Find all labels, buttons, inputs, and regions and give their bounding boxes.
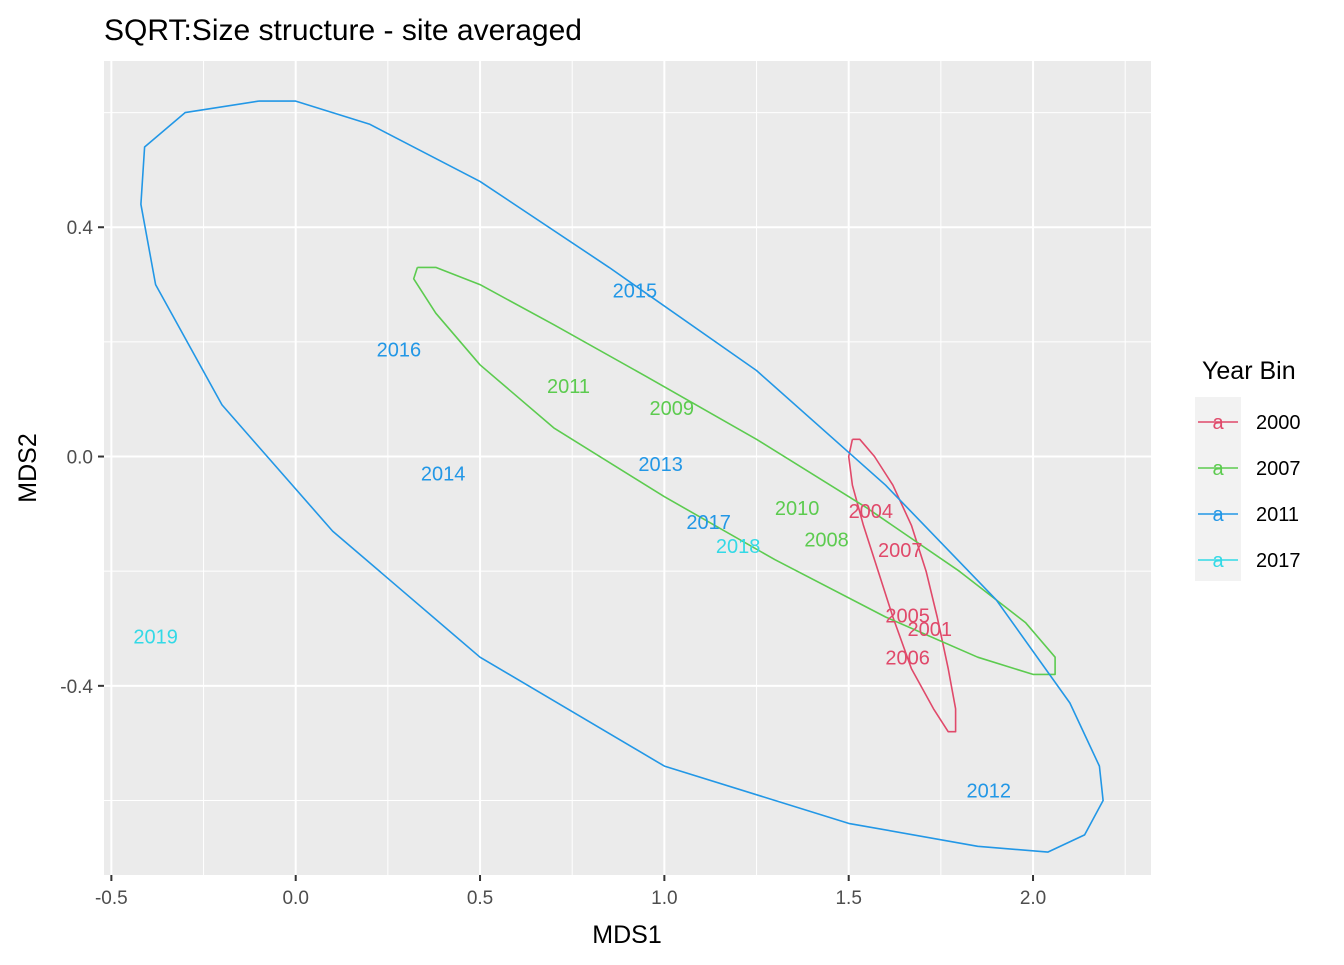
point-label-2004: 2004	[849, 501, 894, 523]
ellipse-2007	[412, 266, 1056, 676]
y-axis-label: MDS2	[14, 433, 42, 502]
y-tick-label: 0.4	[67, 218, 94, 239]
point-label-2013: 2013	[638, 454, 683, 476]
x-tick-label: 1.5	[835, 888, 861, 909]
legend-key-glyph: a	[1212, 550, 1224, 572]
point-label-2009: 2009	[649, 398, 694, 420]
point-label-2010: 2010	[775, 498, 820, 520]
point-label-2005: 2005	[885, 605, 930, 627]
y-tick-label: 0.0	[67, 448, 93, 469]
legend-items: a 2000 a 2007 a 2011 a 2017	[1198, 412, 1301, 572]
point-label-2011: 2011	[547, 376, 590, 398]
legend-key-glyph: a	[1212, 504, 1224, 526]
plot-panel	[104, 61, 1151, 875]
point-label-2006: 2006	[885, 648, 930, 670]
x-tick-label: 1.0	[651, 888, 677, 909]
x-tick-label: 0.0	[282, 888, 308, 909]
point-label-2018: 2018	[716, 536, 761, 558]
point-label-2014: 2014	[421, 464, 466, 486]
chart-title: SQRT:Size structure - site averaged	[104, 14, 582, 47]
legend-key-glyph: a	[1212, 458, 1224, 480]
point-label-2008: 2008	[804, 530, 849, 552]
ellipse-2000	[847, 438, 957, 733]
point-label-2015: 2015	[613, 280, 658, 302]
legend: Year Bin a 2000 a 2007 a 2011 a 2017	[1195, 357, 1301, 581]
grid-minor	[104, 61, 1151, 875]
ellipse-2011	[140, 100, 1104, 853]
x-tick-label: -0.5	[95, 888, 128, 909]
point-label-2007: 2007	[878, 540, 923, 562]
point-label-2001: 2001	[908, 619, 953, 641]
legend-label-2017: 2017	[1256, 550, 1301, 572]
point-label-2012: 2012	[967, 781, 1012, 803]
x-axis-label: MDS1	[592, 921, 661, 949]
point-label-2017: 2017	[686, 512, 731, 534]
point-label-2016: 2016	[377, 339, 422, 361]
legend-key-glyph: a	[1212, 412, 1224, 434]
x-tick-label: 0.5	[467, 888, 493, 909]
confidence-ellipses	[140, 100, 1104, 853]
legend-label-2007: 2007	[1256, 458, 1301, 480]
y-axis: -0.4 0.0 0.4	[60, 218, 104, 698]
legend-label-2011: 2011	[1256, 504, 1299, 526]
x-tick-label: 2.0	[1020, 888, 1046, 909]
legend-key-background	[1195, 397, 1241, 581]
y-tick-label: -0.4	[60, 677, 93, 698]
legend-label-2000: 2000	[1256, 412, 1301, 434]
x-axis: -0.5 0.0 0.5 1.0 1.5 2.0	[95, 875, 1046, 909]
grid-major	[104, 61, 1151, 875]
point-label-2019: 2019	[133, 627, 178, 649]
legend-title: Year Bin	[1202, 357, 1296, 385]
